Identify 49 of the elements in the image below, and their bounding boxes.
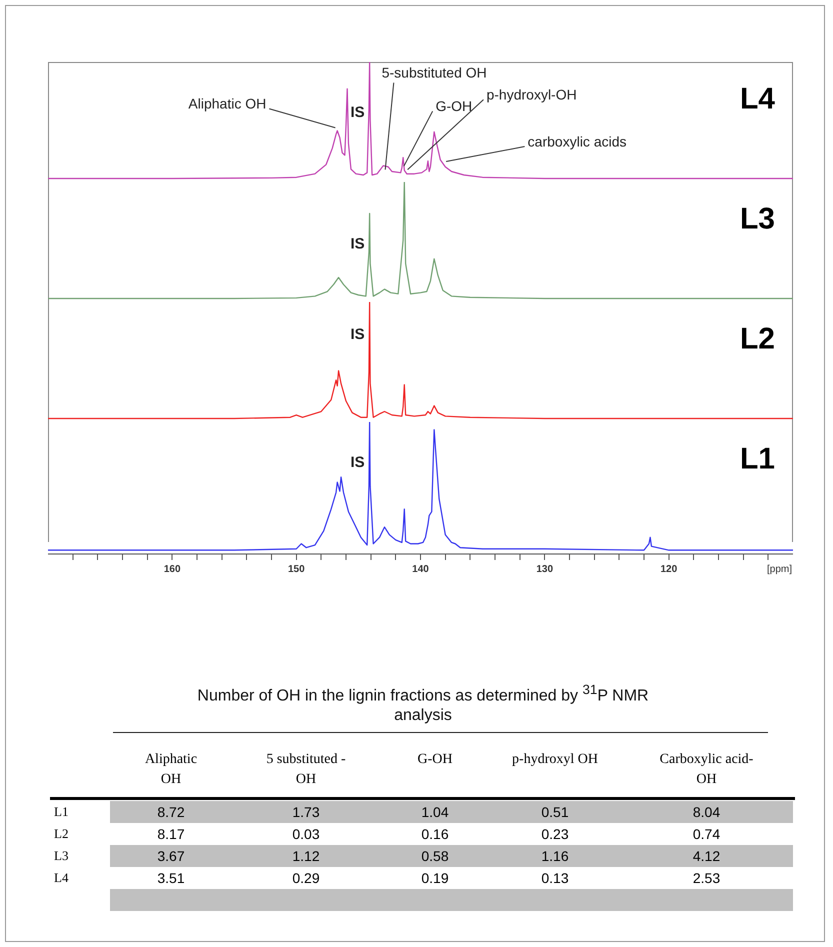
x-tick-label: 5 substituted -OH	[265, 751, 347, 789]
data-label: 1.12	[291, 848, 321, 864]
data-label: 0.03	[291, 826, 321, 842]
x-tick-label: 140	[412, 564, 430, 575]
x-tick-label: G-OH	[418, 751, 452, 769]
data-label: 8.04	[692, 804, 722, 820]
x-tick-label: Aliphatic OH	[144, 751, 198, 789]
y-tick-label: L1	[54, 804, 68, 820]
data-label: 0.13	[540, 870, 570, 886]
annotation: IS	[350, 326, 365, 344]
y-tick-label: L3	[54, 848, 68, 864]
annotation: IS	[350, 236, 365, 253]
data-label: 0.29	[291, 870, 321, 886]
data-label: 2.53	[692, 870, 722, 886]
data-label: 1.16	[540, 848, 570, 864]
data-label: 0.23	[540, 826, 570, 842]
data-label: 3.51	[156, 870, 186, 886]
annotation: carboxylic acids	[528, 133, 627, 150]
annotation: Aliphatic OH	[188, 96, 266, 112]
data-label: 1.04	[420, 804, 450, 820]
data-label: 4.12	[692, 848, 722, 864]
x-tick-label: 130	[536, 564, 554, 575]
x-tick-label: p-hydroxyl OH	[512, 751, 598, 769]
text: L1	[740, 442, 775, 476]
data-label: 0.16	[420, 826, 450, 842]
annotation: IS	[350, 104, 365, 122]
x-axis-title: [ppm]	[766, 564, 792, 575]
text: L2	[740, 322, 775, 356]
data-label: 3.67	[156, 848, 186, 864]
x-tick-label: 120	[660, 564, 678, 575]
x-tick-label: 150	[288, 564, 306, 575]
text: L3	[740, 202, 775, 236]
data-label: 0.74	[692, 826, 722, 842]
annotation: p-hydroxyl-OH	[486, 86, 577, 103]
data-label: 0.19	[420, 870, 450, 886]
annotation: IS	[350, 454, 365, 472]
annotation: G-OH	[436, 98, 472, 114]
text: L4	[740, 82, 776, 116]
chart-title: Number of OH in the lignin fractions as determined by $^{31}$P NMR analysis	[197, 682, 649, 724]
x-tick-label: 160	[164, 564, 181, 575]
data-label: 0.51	[540, 804, 570, 820]
data-label: 0.58	[420, 848, 450, 864]
data-label: 8.17	[156, 826, 186, 842]
y-tick-label: L4	[54, 870, 68, 886]
data-label: 8.72	[156, 804, 186, 820]
x-tick-label: Carboxylic acid-OH	[658, 751, 754, 789]
y-tick-label: L2	[54, 826, 68, 842]
data-label: 1.73	[291, 804, 321, 820]
annotation: 5-substituted OH	[382, 64, 487, 81]
